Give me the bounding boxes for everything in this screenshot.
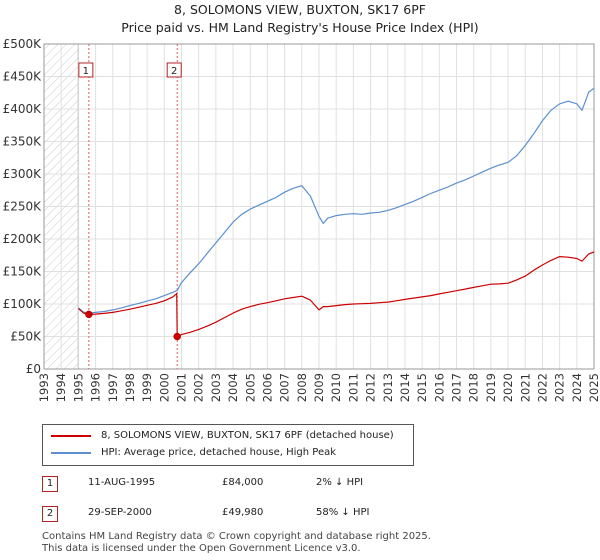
y-tick-label: £300K	[3, 167, 43, 181]
x-tick-label: 1995	[71, 373, 85, 402]
x-tick-label: 2012	[364, 373, 378, 402]
x-tick-label: 2019	[484, 373, 498, 402]
x-tick-label: 2023	[553, 373, 567, 402]
transaction-date: 11-AUG-1995	[88, 477, 156, 488]
x-tick-label: 2024	[570, 373, 584, 402]
legend-label-hpi: HPI: Average price, detached house, High…	[101, 447, 337, 458]
x-tick-label: 2008	[295, 373, 309, 402]
transaction-row: 2 29-SEP-2000 £49,980 58% ↓ HPI	[0, 504, 600, 526]
transaction-badge: 1	[42, 476, 58, 492]
x-tick-label: 2021	[518, 373, 532, 402]
x-tick-label: 2025	[587, 373, 600, 402]
x-tick-label: 2005	[243, 373, 257, 402]
x-tick-label: 2022	[535, 373, 549, 402]
chart-subtitle: Price paid vs. HM Land Registry's House …	[121, 20, 479, 35]
transaction-badge: 2	[42, 506, 58, 522]
x-tick-label: 1999	[140, 373, 154, 402]
x-tick-label: 2015	[415, 373, 429, 402]
chart-title: 8, SOLOMONS VIEW, BUXTON, SK17 6PF	[174, 2, 426, 17]
plot-frame	[43, 43, 595, 370]
y-tick-label: £0	[26, 362, 41, 376]
sale-marker-box	[78, 62, 94, 78]
sale-marker-label: 2	[171, 66, 177, 77]
x-tick-label: 2018	[467, 373, 481, 402]
x-tick-label: 2000	[157, 373, 171, 402]
x-tick-label: 1997	[106, 373, 120, 402]
y-tick-label: £450K	[3, 70, 43, 84]
y-tick-label: £200K	[3, 232, 43, 246]
x-tick-label: 2002	[192, 373, 206, 402]
x-tick-label: 2020	[501, 373, 515, 402]
x-tick-label: 1993	[37, 373, 51, 402]
legend-swatch-property	[51, 435, 91, 437]
y-tick-label: £350K	[3, 135, 43, 149]
chart-svg: £0 £50K £100K £150K £200K £250K £300K £350K £400…	[3, 37, 600, 402]
x-tick-label: 2016	[432, 373, 446, 402]
y-tick-label: £250K	[3, 200, 43, 214]
series-line	[78, 87, 595, 314]
x-tick-label: 2017	[450, 373, 464, 402]
x-tick-label: 1994	[54, 373, 68, 402]
x-tick-label: 2003	[209, 373, 223, 402]
y-tick-label: £400K	[3, 102, 43, 116]
sale-marker-label: 1	[83, 66, 89, 77]
legend: 8, SOLOMONS VIEW, BUXTON, SK17 6PF (deta…	[42, 424, 414, 466]
transaction-hpi-delta: 2% ↓ HPI	[316, 477, 364, 488]
x-tick-label: 1996	[89, 373, 103, 402]
x-tick-label: 2009	[312, 373, 326, 402]
sale-point	[85, 310, 93, 319]
x-tick-label: 2004	[226, 373, 240, 402]
transaction-price: £49,980	[222, 507, 264, 518]
x-tick-label: 1998	[123, 373, 137, 402]
footer-licence: This data is licensed under the Open Gov…	[42, 543, 361, 554]
transaction-price: £84,000	[222, 477, 264, 488]
sale-point	[173, 332, 181, 341]
x-tick-label: 2013	[381, 373, 395, 402]
x-tick-label: 2006	[260, 373, 274, 402]
transaction-date: 29-SEP-2000	[88, 507, 152, 518]
x-tick-label: 2011	[346, 373, 360, 402]
x-tick-label: 2001	[175, 373, 189, 402]
transaction-row: 1 11-AUG-1995 £84,000 2% ↓ HPI	[0, 474, 600, 496]
x-tick-label: 2007	[278, 373, 292, 402]
transaction-hpi-delta: 58% ↓ HPI	[316, 507, 370, 518]
legend-swatch-hpi	[51, 452, 91, 454]
y-tick-label: £100K	[3, 297, 43, 311]
x-tick-label: 2010	[329, 373, 343, 402]
y-tick-label: £50K	[10, 330, 42, 344]
y-tick-label: £150K	[3, 265, 43, 279]
series-line	[78, 251, 595, 338]
legend-label-property: 8, SOLOMONS VIEW, BUXTON, SK17 6PF (deta…	[101, 430, 394, 441]
y-tick-label: £500K	[3, 37, 43, 51]
footer-copyright: Contains HM Land Registry data © Crown c…	[42, 531, 431, 542]
x-tick-label: 2014	[398, 373, 412, 402]
sale-marker-box	[166, 62, 182, 78]
